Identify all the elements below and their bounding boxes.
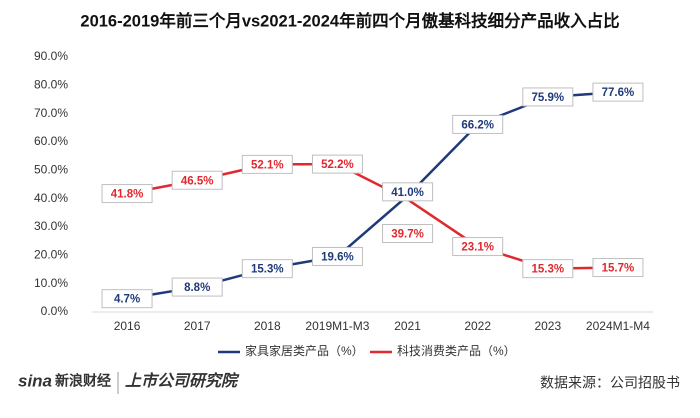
x-tick-label: 2021 <box>394 319 421 333</box>
value-label-box <box>171 170 223 190</box>
x-tick-label: 2019M1-M3 <box>305 319 369 333</box>
logo-finance: 新浪财经 <box>55 373 111 389</box>
value-label-box <box>101 184 153 204</box>
y-tick-label: 30.0% <box>34 219 68 233</box>
x-tick-label: 2017 <box>184 319 211 333</box>
value-label-box <box>311 154 363 174</box>
y-tick-label: 50.0% <box>34 163 68 177</box>
value-label: 19.6% <box>321 251 354 263</box>
value-label-box <box>311 246 363 266</box>
legend-label: 家具家居类产品（%） <box>245 343 364 358</box>
value-label-box <box>592 82 644 102</box>
y-tick-label: 20.0% <box>34 248 68 262</box>
y-tick-label: 0.0% <box>41 304 69 318</box>
value-label: 39.7% <box>391 229 424 241</box>
value-label: 15.3% <box>532 264 565 276</box>
value-label: 15.7% <box>602 263 635 275</box>
logo-institute: 上市公司研究院 <box>125 372 240 390</box>
value-label-box <box>592 258 644 278</box>
value-label-box <box>241 154 293 174</box>
y-tick-label: 90.0% <box>34 49 68 63</box>
chart-title: 2016-2019年前三个月vs2021-2024年前四个月傲基科技细分产品收入… <box>80 10 619 30</box>
value-label-box <box>522 259 574 279</box>
value-label: 41.0% <box>391 187 424 199</box>
value-label-box <box>452 114 504 134</box>
value-label-box <box>382 182 434 202</box>
value-label-box <box>241 259 293 279</box>
value-label: 52.2% <box>321 159 354 171</box>
source: 数据来源：公司招股书 <box>540 375 680 391</box>
x-tick-label: 2022 <box>464 319 491 333</box>
value-label: 41.8% <box>111 189 144 201</box>
y-tick-label: 70.0% <box>34 106 68 120</box>
value-label: 77.6% <box>602 87 635 99</box>
value-label-box <box>382 224 434 244</box>
legend-label: 科技消费类产品（%） <box>397 344 516 358</box>
value-label-box <box>522 87 574 107</box>
value-label: 75.9% <box>532 92 565 104</box>
value-label: 52.1% <box>251 159 284 171</box>
logo-sina: sina <box>18 371 52 390</box>
x-tick-label: 2023 <box>534 319 561 333</box>
value-label: 8.8% <box>184 282 210 294</box>
x-tick-label: 2024M1-M4 <box>586 319 650 333</box>
value-label-box <box>101 289 153 309</box>
value-label: 23.1% <box>461 242 494 254</box>
y-tick-label: 40.0% <box>34 191 68 205</box>
value-label: 15.3% <box>251 264 284 276</box>
value-label: 46.5% <box>181 175 214 187</box>
value-label: 66.2% <box>461 119 494 131</box>
x-tick-label: 2016 <box>114 319 141 333</box>
x-tick-label: 2018 <box>254 319 281 333</box>
y-tick-label: 10.0% <box>34 276 68 290</box>
value-label-box <box>171 277 223 297</box>
y-tick-label: 60.0% <box>34 134 68 148</box>
value-label-box <box>452 237 504 257</box>
value-label: 4.7% <box>114 294 140 306</box>
y-tick-label: 80.0% <box>34 78 68 92</box>
